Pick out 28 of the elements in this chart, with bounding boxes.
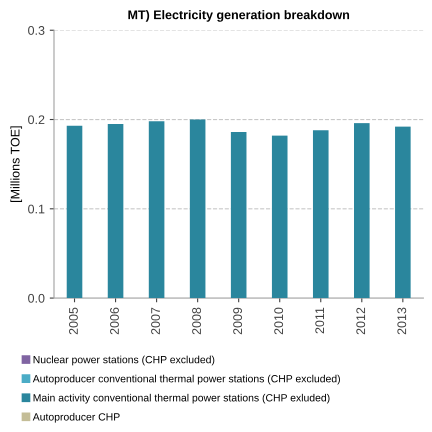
bar — [66, 126, 82, 298]
legend-label: Autoproducer CHP — [32, 412, 120, 423]
x-tick-label: 2009 — [233, 308, 242, 334]
y-tick-label: 0.2 — [28, 115, 44, 124]
x-tick-label: 2012 — [356, 308, 366, 334]
legend-label: Autoproducer conventional thermal power stations (CHP excluded) — [32, 374, 340, 384]
x-tick-label: 2010 — [274, 308, 284, 334]
x-tick-label: 2013 — [397, 308, 406, 334]
y-tick-label: 0.0 — [28, 294, 44, 303]
bar — [108, 124, 124, 298]
x-tick-label: 2011 — [315, 308, 324, 334]
y-tick-label: 0.3 — [28, 26, 44, 35]
legend-label: Nuclear power stations (CHP excluded) — [34, 356, 214, 366]
chart-title: MT) Electricity generation breakdown — [128, 10, 350, 22]
y-tick-label: 0.1 — [28, 204, 44, 214]
x-tick-label: 2006 — [110, 308, 119, 334]
bar — [272, 136, 288, 298]
y-axis-title: [Millions TOE] — [10, 126, 22, 202]
legend-label: Main activity conventional thermal power stations (CHP exluded) — [34, 394, 330, 404]
bar — [230, 132, 246, 298]
x-tick-label: 2007 — [151, 308, 160, 334]
bar — [312, 130, 329, 298]
x-tick-label: 2005 — [69, 308, 78, 334]
bar — [190, 120, 206, 298]
bar — [395, 126, 411, 298]
bar — [148, 121, 164, 298]
bar — [354, 123, 370, 298]
x-tick-label: 2008 — [192, 308, 201, 334]
